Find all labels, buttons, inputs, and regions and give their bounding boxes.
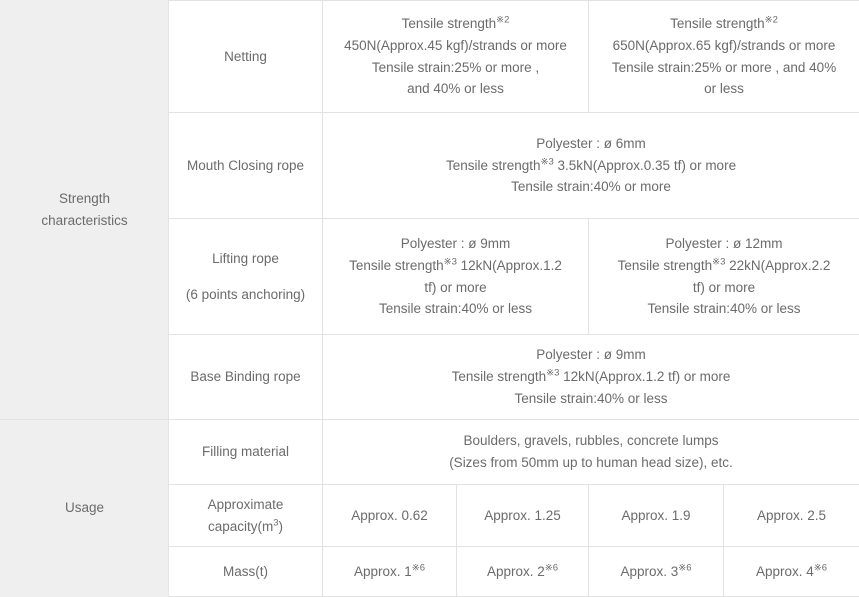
- cell-filling-material: Boulders, gravels, rubbles, concrete lum…: [323, 420, 859, 485]
- row-label-filling-material: Filling material: [169, 420, 323, 485]
- cell-line: 450N(Approx.45 kgf)/strands or more: [331, 35, 580, 57]
- footnote-mark: ※6: [412, 562, 425, 573]
- cell-line: Approx. 3※6: [597, 561, 715, 583]
- cell-capacity-1: Approx. 0.62: [323, 485, 457, 547]
- footnote-mark: ※6: [814, 562, 827, 573]
- cell-line: Approx. 0.62: [331, 505, 448, 527]
- cell-line: Tensile strength※3 22kN(Approx.2.2: [597, 255, 851, 277]
- row-label-mouth-closing-rope: Mouth Closing rope: [169, 113, 323, 219]
- row-label-text: Filling material: [177, 441, 314, 463]
- cell-line: Approx. 1.9: [597, 505, 715, 527]
- cell-mass-4: Approx. 4※6: [724, 547, 859, 597]
- cell-line: Boulders, gravels, rubbles, concrete lum…: [331, 430, 851, 452]
- footnote-mark: ※2: [765, 14, 778, 25]
- row-label-text: Mouth Closing rope: [177, 155, 314, 177]
- row-label-unit: capacity(m3): [177, 516, 314, 538]
- category-label-line2: characteristics: [9, 210, 160, 232]
- cell-line: Polyester : ø 12mm: [597, 233, 851, 255]
- cell-line: Tensile strain:40% or less: [331, 298, 580, 320]
- cell-line: (Sizes from 50mm up to human head size),…: [331, 452, 851, 474]
- cell-line: Tensile strength※2: [597, 13, 851, 35]
- category-label-line1: Strength: [9, 188, 160, 210]
- footnote-mark: ※3: [546, 368, 559, 379]
- row-label-lifting-rope: Lifting rope (6 points anchoring): [169, 219, 323, 335]
- footnote-mark: ※2: [496, 14, 509, 25]
- cell-base-binding-rope: Polyester : ø 9mm Tensile strength※3 12k…: [323, 335, 859, 420]
- row-label-sub: (6 points anchoring): [177, 284, 314, 306]
- cell-line: Approx. 2.5: [732, 505, 851, 527]
- cell-line: Tensile strain:25% or more , and 40%: [597, 57, 851, 79]
- cell-line: Tensile strength※3 12kN(Approx.1.2: [331, 255, 580, 277]
- cell-line: Tensile strain:40% or more: [331, 176, 851, 198]
- cell-mouth-closing-rope: Polyester : ø 6mm Tensile strength※3 3.5…: [323, 113, 859, 219]
- footnote-mark: ※6: [545, 562, 558, 573]
- cell-mass-3: Approx. 3※6: [589, 547, 724, 597]
- cell-mass-1: Approx. 1※6: [323, 547, 457, 597]
- cell-lifting-rope-right: Polyester : ø 12mm Tensile strength※3 22…: [589, 219, 859, 335]
- row-label-text: Base Binding rope: [177, 366, 314, 388]
- cell-line: Approx. 4※6: [732, 561, 851, 583]
- cell-line: Tensile strain:25% or more ,: [331, 57, 580, 79]
- cell-line: 650N(Approx.65 kgf)/strands or more: [597, 35, 851, 57]
- cell-line: tf) or more: [331, 277, 580, 299]
- category-strength-characteristics: Strength characteristics: [1, 1, 169, 420]
- table-row: Usage Filling material Boulders, gravels…: [1, 420, 859, 485]
- cell-netting-left: Tensile strength※2 450N(Approx.45 kgf)/s…: [323, 1, 589, 113]
- cell-capacity-2: Approx. 1.25: [457, 485, 589, 547]
- row-label-text: Approximate: [177, 494, 314, 516]
- cell-line: Tensile strength※3 3.5kN(Approx.0.35 tf)…: [331, 155, 851, 177]
- cell-netting-right: Tensile strength※2 650N(Approx.65 kgf)/s…: [589, 1, 859, 113]
- row-label-text: Netting: [177, 46, 314, 68]
- row-label-base-binding-rope: Base Binding rope: [169, 335, 323, 420]
- row-label-text: Mass(t): [177, 561, 314, 583]
- cell-lifting-rope-left: Polyester : ø 9mm Tensile strength※3 12k…: [323, 219, 589, 335]
- cell-line: Approx. 1.25: [465, 505, 580, 527]
- cell-mass-2: Approx. 2※6: [457, 547, 589, 597]
- footnote-mark: ※3: [541, 156, 554, 167]
- row-label-netting: Netting: [169, 1, 323, 113]
- cell-line: Polyester : ø 9mm: [331, 233, 580, 255]
- footnote-mark: ※6: [678, 562, 691, 573]
- cell-line: Tensile strain:40% or less: [597, 298, 851, 320]
- cell-line: Approx. 2※6: [465, 561, 580, 583]
- cell-line: Polyester : ø 9mm: [331, 344, 851, 366]
- row-label-approximate-capacity: Approximate capacity(m3): [169, 485, 323, 547]
- cell-line: Approx. 1※6: [331, 561, 448, 583]
- table-row: Strength characteristics Netting Tensile…: [1, 1, 859, 113]
- cell-capacity-4: Approx. 2.5: [724, 485, 859, 547]
- cell-line: or less: [597, 78, 851, 100]
- cell-line: and 40% or less: [331, 78, 580, 100]
- footnote-mark: ※3: [712, 256, 725, 267]
- cell-line: Tensile strength※3 12kN(Approx.1.2 tf) o…: [331, 366, 851, 388]
- row-label-text: Lifting rope: [177, 248, 314, 270]
- category-usage: Usage: [1, 420, 169, 597]
- cell-line: tf) or more: [597, 277, 851, 299]
- category-label: Usage: [9, 497, 160, 519]
- cell-capacity-3: Approx. 1.9: [589, 485, 724, 547]
- cell-line: Tensile strain:40% or less: [331, 388, 851, 410]
- row-label-mass: Mass(t): [169, 547, 323, 597]
- cell-line: Tensile strength※2: [331, 13, 580, 35]
- cell-line: Polyester : ø 6mm: [331, 133, 851, 155]
- footnote-mark: ※3: [444, 256, 457, 267]
